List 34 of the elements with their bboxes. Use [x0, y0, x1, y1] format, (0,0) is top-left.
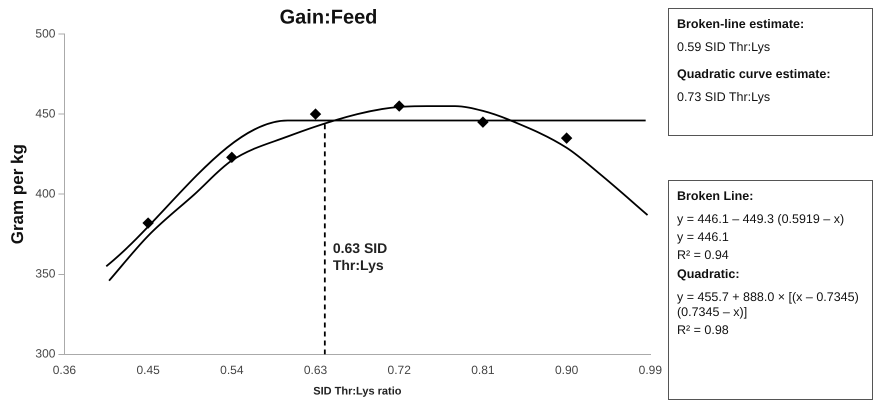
x-axis-title: SID Thr:Lys ratio — [313, 385, 402, 398]
point — [561, 132, 572, 144]
point — [477, 116, 488, 128]
annotation: 0.63 SID Thr:Lys — [332, 240, 388, 274]
y-tick-label: 500 — [35, 26, 56, 40]
x-tick-label: 0.99 — [638, 362, 662, 377]
text: Broken Line: — [677, 189, 754, 204]
text: 0.59 SID Thr:Lys — [677, 40, 772, 55]
point — [394, 100, 405, 112]
text: R² = 0.98 — [677, 323, 730, 338]
x-tick-label: 0.90 — [554, 362, 579, 377]
x-tick-label: 0.72 — [388, 362, 412, 377]
text: R² = 0.94 — [677, 248, 730, 263]
text: y = 446.1 – 449.3 (0.5919 – x) — [677, 212, 846, 227]
text: 0.73 SID Thr:Lys — [677, 90, 772, 105]
point — [310, 108, 322, 120]
y-tick-label: 350 — [35, 266, 56, 281]
point — [142, 218, 154, 229]
text: y = 446.1 — [677, 230, 730, 245]
text: y = 455.7 + 888.0 × [(x – 0.7345)(0.7345 – x)] — [677, 290, 860, 320]
chart-title: Gain:Feed — [280, 6, 378, 29]
y-tick-label: 400 — [35, 186, 56, 201]
point — [226, 152, 238, 163]
x-tick-label: 0.36 — [52, 362, 76, 377]
y-axis-title: Gram per kg — [8, 144, 27, 244]
y-tick-label: 300 — [35, 346, 56, 361]
text: Quadratic curve estimate: — [677, 67, 832, 82]
x-tick-label: 0.45 — [136, 362, 160, 377]
x-tick-label: 0.63 — [304, 362, 328, 377]
text: Quadratic: — [677, 267, 741, 282]
y-tick-label: 450 — [35, 106, 56, 120]
x-tick-label: 0.54 — [220, 362, 244, 377]
text: Broken-line estimate: — [677, 17, 806, 32]
x-tick-label: 0.81 — [471, 362, 495, 377]
